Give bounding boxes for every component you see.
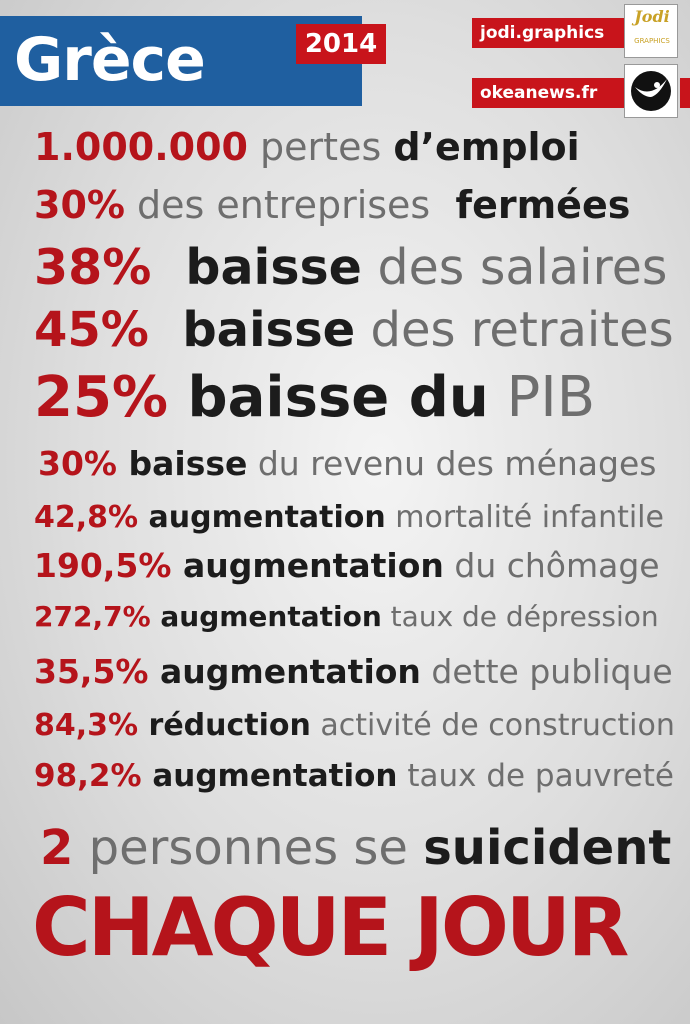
stat-description: mortalité infantile: [385, 500, 664, 535]
stat-description: des entreprises: [124, 183, 443, 227]
stat-value: 45%: [34, 302, 149, 358]
stat-line-pauvrete: 98,2% augmentation taux de pauvreté: [34, 761, 674, 792]
stat-description: personnes se: [73, 820, 424, 876]
stat-description: du chômage: [443, 546, 660, 585]
okeanews-logo: [624, 64, 678, 118]
stat-value: 272,7%: [34, 600, 151, 633]
credit-jodi-graphics: jodi.graphics: [472, 18, 628, 48]
stat-value: 190,5%: [34, 546, 172, 585]
stat-keyword: augmentation: [138, 500, 386, 535]
okeanews-logo-icon: [631, 71, 671, 111]
stat-value: 38%: [34, 239, 152, 296]
stat-line-dette: 35,5% augmentation dette publique: [34, 655, 673, 688]
stat-value: 30%: [38, 444, 117, 483]
stat-line-chomage: 190,5% augmentation du chômage: [34, 549, 660, 582]
stat-value: 30%: [34, 183, 125, 227]
stat-keyword: réduction: [138, 708, 311, 743]
stat-line-revenu: 30% baisse du revenu des ménages: [38, 447, 656, 480]
stat-keyword: baisse du: [168, 365, 489, 430]
jodi-logo: Jodi GRAPHICS: [624, 4, 678, 58]
stat-value: 35,5%: [34, 652, 149, 691]
stat-line-construction: 84,3% réduction activité de construction: [34, 711, 675, 741]
stat-description: taux de pauvreté: [397, 758, 674, 794]
stat-line-mortalite: 42,8% augmentation mortalité infantile: [34, 503, 664, 533]
stat-line-pib: 25% baisse du PIB: [34, 370, 595, 426]
stat-description: activité de construction: [310, 708, 675, 743]
stat-description: taux de dépression: [381, 600, 659, 633]
stat-keyword: augmentation: [150, 600, 382, 633]
stat-description: des salaires: [361, 239, 668, 296]
stat-keyword: augmentation: [141, 758, 398, 794]
stat-keyword: baisse: [148, 302, 356, 358]
stat-line-retraites: 45% baisse des retraites: [34, 306, 674, 354]
stat-line-emploi: 1.000.000 pertes d’emploi: [34, 128, 580, 166]
stat-value: 25%: [34, 365, 169, 430]
stat-value: 2: [40, 820, 74, 876]
stat-line-salaires: 38% baisse des salaires: [34, 243, 667, 292]
stat-description: PIB: [488, 365, 596, 430]
stat-keyword: d’emploi: [393, 125, 580, 169]
stat-description: dette publique: [420, 652, 673, 691]
stat-description: du revenu des ménages: [247, 444, 657, 483]
jodi-logo-subtext: GRAPHICS: [634, 37, 670, 45]
stat-keyword: fermées: [442, 183, 631, 227]
stat-description: des retraites: [355, 302, 674, 358]
page-title: Grèce: [14, 25, 206, 95]
stat-value: 98,2%: [34, 758, 142, 794]
stat-keyword: augmentation: [171, 546, 444, 585]
credit-okeanews: okeanews.fr: [472, 78, 628, 108]
stat-keyword: suicident: [423, 820, 672, 876]
closing-headline: CHAQUE JOUR: [32, 881, 629, 974]
stat-keyword: augmentation: [148, 652, 421, 691]
jodi-logo-text: Jodi: [634, 7, 670, 26]
stat-line-suicide: 2 personnes se suicident: [40, 824, 671, 872]
year-badge: 2014: [296, 24, 386, 64]
credit-accent-strip: [680, 78, 690, 108]
stat-value: 42,8%: [34, 500, 139, 535]
stat-value: 1.000.000: [34, 125, 248, 169]
stat-keyword: baisse: [117, 444, 248, 483]
stat-description: pertes: [247, 125, 394, 169]
stat-keyword: baisse: [151, 239, 362, 296]
stat-value: 84,3%: [34, 708, 139, 743]
stat-line-entreprises: 30% des entreprises fermées: [34, 186, 630, 224]
stat-line-depression: 272,7% augmentation taux de dépression: [34, 603, 659, 631]
